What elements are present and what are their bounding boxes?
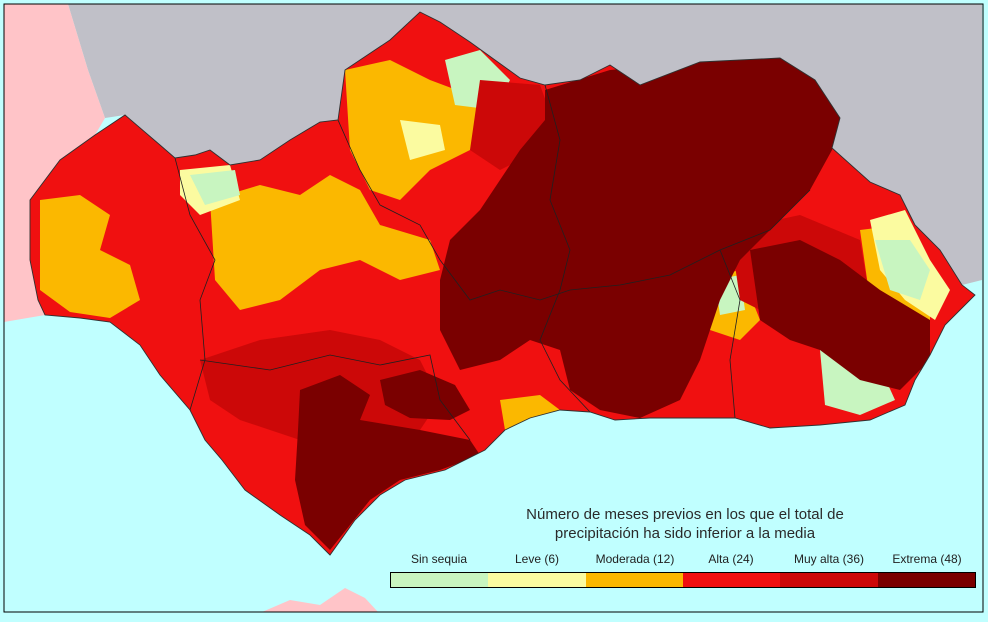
legend-swatch-sin-sequia	[391, 573, 489, 587]
legend-swatch-muy-alta	[780, 573, 878, 587]
province-border	[539, 289, 591, 413]
map-frame-border	[3, 3, 984, 613]
neighbor-region-morocco	[262, 588, 378, 612]
drought-zone-leve	[400, 120, 445, 160]
province-borders	[174, 84, 811, 441]
legend-label-leve: Leve (6)	[514, 552, 560, 566]
legend-title: Número de meses previos en los que el to…	[430, 505, 940, 543]
drought-zone-sin-sequia	[190, 170, 240, 205]
drought-zone-extrema	[440, 58, 840, 418]
neighbor-region-portugal	[4, 4, 105, 322]
legend-label-alta: Alta (24)	[708, 552, 754, 566]
province-border	[174, 157, 216, 411]
legend-swatch-alta	[682, 573, 781, 587]
drought-zone-moderada	[40, 195, 140, 318]
legend-label-sin-sequia: Sin sequia	[410, 552, 468, 566]
andalucia-outline	[29, 11, 976, 556]
neighbor-region-spain	[68, 4, 982, 285]
legend-title-line1: Número de meses previos en los que el to…	[526, 506, 844, 523]
legend-label-muy-alta: Muy alta (36)	[793, 552, 865, 566]
province-border	[439, 189, 811, 301]
legend-title-line2: precipitación ha sido inferior a la medi…	[554, 525, 816, 542]
drought-zone-extrema	[750, 240, 930, 390]
province-border	[199, 354, 471, 441]
legend-color-bar	[390, 572, 976, 588]
drought-zone-moderada	[210, 175, 440, 310]
province-border	[337, 119, 441, 261]
legend-labels: Sin sequia Leve (6) Moderada (12) Alta (…	[390, 552, 976, 568]
province-border	[719, 249, 741, 419]
drought-zone-sin-sequia	[875, 240, 930, 300]
drought-zone-extrema	[295, 375, 480, 550]
legend-swatch-leve	[488, 573, 586, 587]
drought-zone-moderada	[500, 395, 560, 430]
legend-label-extrema: Extrema (48)	[892, 552, 962, 566]
drought-zone-extrema	[380, 370, 470, 420]
legend-swatch-moderada	[585, 573, 683, 587]
legend-label-moderada: Moderada (12)	[595, 552, 675, 566]
province-border	[544, 84, 571, 291]
legend-swatch-extrema	[877, 573, 975, 587]
